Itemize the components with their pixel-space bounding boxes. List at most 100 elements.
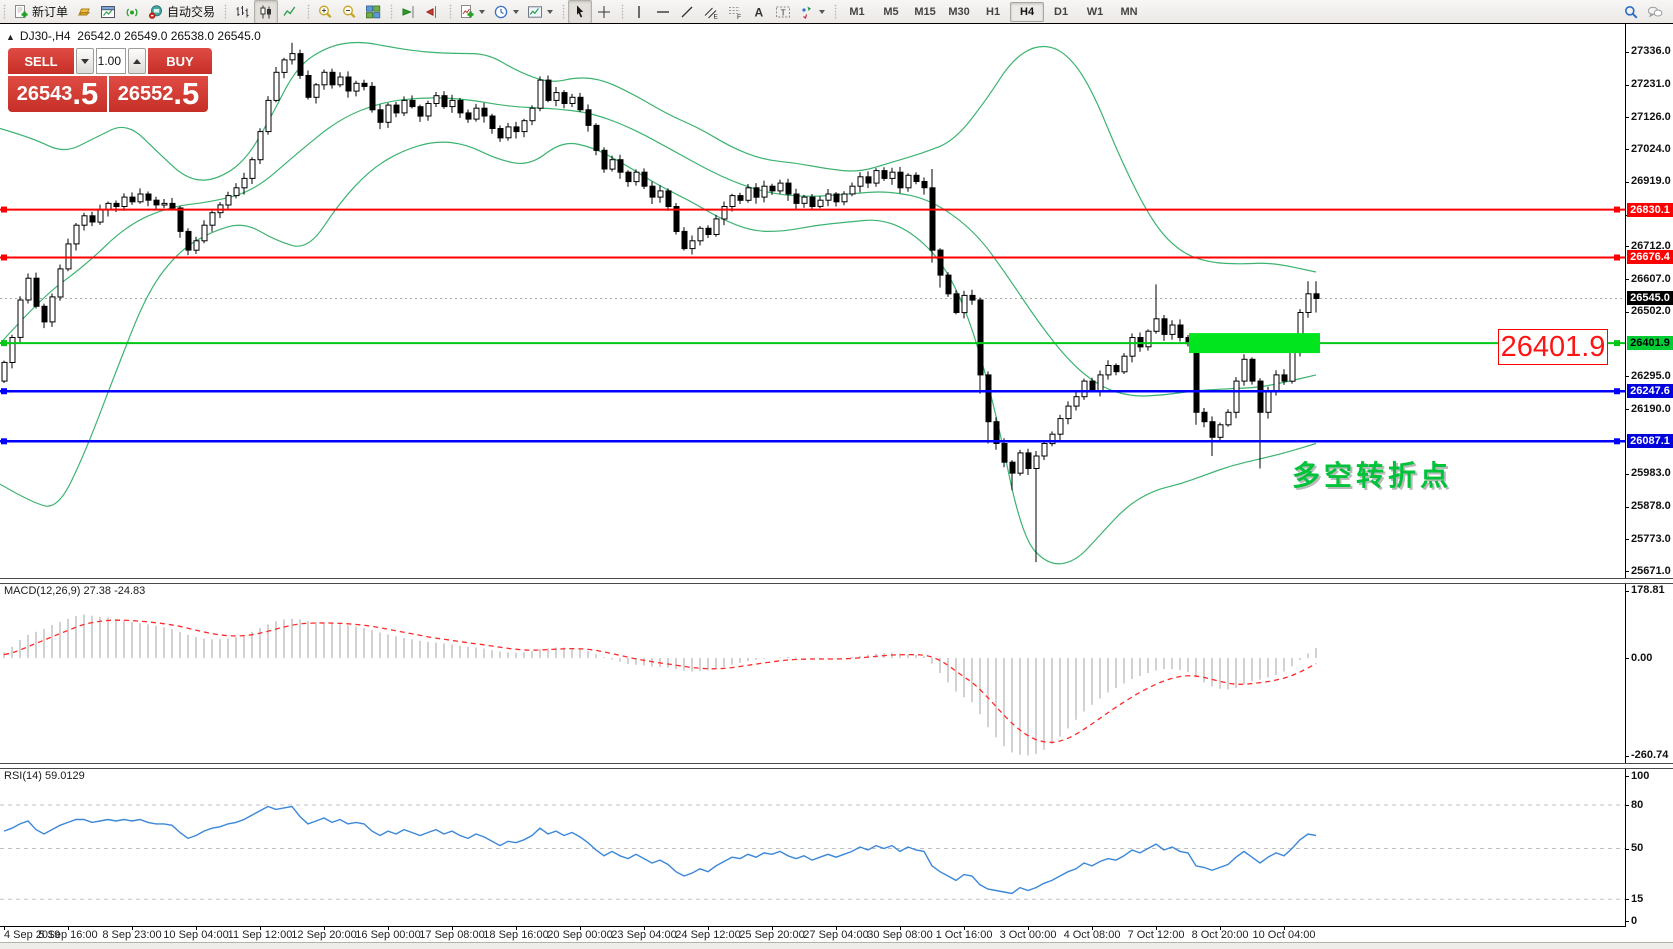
axis-tick: [1625, 899, 1629, 901]
price-annotation[interactable]: 26401.9: [1498, 329, 1608, 365]
panel-separator[interactable]: [0, 578, 1673, 584]
new-chart-button[interactable]: [96, 0, 120, 24]
timeframe-m5-button[interactable]: M5: [883, 5, 899, 18]
cursor-button[interactable]: [568, 0, 593, 24]
horizontal-lines: [0, 206, 1625, 445]
date-tick: [836, 926, 837, 930]
vline-icon: [638, 5, 640, 18]
timeframe-h4-button[interactable]: H4: [1010, 1, 1045, 22]
volume-input[interactable]: 1.00: [96, 48, 126, 74]
date-tick: [324, 926, 325, 930]
trendline-button[interactable]: [675, 0, 699, 24]
axis-tick: [1625, 181, 1629, 183]
timeframe-w1-button[interactable]: W1: [1086, 5, 1104, 18]
price-axis-label: 27024.0: [1631, 142, 1671, 155]
zoom-in-button[interactable]: [313, 0, 337, 24]
zoom-out-icon: [343, 5, 356, 18]
new-order-button-label: 新订单: [32, 5, 69, 19]
rsi-axis-label: 0: [1631, 914, 1638, 927]
fibonacci-button[interactable]: F: [723, 0, 747, 24]
price-axis-label: 27126.0: [1631, 110, 1671, 123]
date-tick: [1092, 926, 1093, 930]
timeframe-m15-button[interactable]: M15: [914, 5, 936, 18]
crosshair-icon: [598, 5, 611, 18]
date-tick: [1220, 926, 1221, 930]
autotrading-button[interactable]: 自动交易: [144, 0, 219, 24]
date-label: 16 Sep 00:00: [355, 929, 421, 941]
chat-button[interactable]: [1643, 0, 1667, 24]
date-tick: [1284, 926, 1285, 930]
price-axis-label: 25671.0: [1631, 564, 1671, 577]
text-button[interactable]: A: [747, 0, 771, 24]
note-annotation[interactable]: 多空转折点: [1292, 460, 1453, 491]
date-label: 30 Sep 08:00: [867, 929, 933, 941]
auto-scroll-button[interactable]: [396, 0, 420, 24]
date-tick: [708, 926, 709, 930]
highlight-box[interactable]: [1189, 333, 1320, 354]
date-tick: [132, 926, 133, 930]
date-tick: [964, 926, 965, 930]
collapse-panel-icon[interactable]: ▲: [6, 32, 15, 42]
tile-windows-button[interactable]: [361, 0, 385, 24]
macd-signal-line: [3, 619, 1317, 743]
price-badge-26247.6: 26247.6: [1627, 384, 1673, 399]
date-tick: [452, 926, 453, 930]
date-label: 17 Sep 08:00: [419, 929, 485, 941]
equidistant-channel-button[interactable]: E: [699, 0, 723, 24]
volume-increase-button[interactable]: [128, 48, 146, 74]
chart-window: ▲ DJ30-,H4 26542.0 26549.0 26538.0 26545.…: [0, 23, 1673, 942]
panel-separator[interactable]: [0, 763, 1673, 769]
symbols-button[interactable]: [72, 0, 96, 24]
templates-button[interactable]: [523, 0, 557, 24]
indicators-button[interactable]: [455, 0, 489, 24]
buy-button[interactable]: BUY: [148, 48, 212, 74]
arrows-button[interactable]: [795, 0, 829, 24]
crosshair-button[interactable]: [592, 0, 616, 24]
date-tick: [516, 926, 517, 930]
signals-button[interactable]: [120, 0, 144, 24]
bar-chart-button[interactable]: [230, 0, 254, 24]
macd-label: MACD(12,26,9) 27.38 -24.83: [4, 585, 146, 597]
timeframe-h1-button[interactable]: H1: [986, 5, 1001, 18]
text-label-button[interactable]: T: [771, 0, 795, 24]
sell-price[interactable]: 26543.5: [8, 76, 107, 112]
search-icon: [1625, 5, 1638, 19]
timeframe-mn-button[interactable]: MN: [1120, 5, 1138, 18]
chart-shift-button[interactable]: [420, 0, 444, 24]
horizontal-line-button[interactable]: [651, 0, 675, 24]
axis-tick: [1625, 311, 1629, 313]
zoom-out-button[interactable]: [337, 0, 361, 24]
date-label: 4 Oct 08:00: [1063, 929, 1121, 941]
chevron-down-icon: [547, 9, 554, 14]
svg-text:T: T: [781, 7, 786, 17]
timeframe-m1-button[interactable]: M1: [849, 5, 865, 18]
candles-icon: [260, 5, 272, 18]
sell-button[interactable]: SELL: [8, 48, 74, 74]
date-axis[interactable]: 4 Sep 2019 5 Sep 16:00 8 Sep 23:00 10 Sep 0…: [0, 926, 1673, 942]
trendline-icon: [681, 6, 693, 17]
search-button[interactable]: [1619, 0, 1643, 24]
rsi-label: RSI(14) 59.0129: [4, 770, 85, 782]
toolbar-group-cursor: [559, 0, 618, 24]
templates-icon: [528, 5, 543, 18]
buy-price[interactable]: 26552.5: [109, 76, 208, 112]
timeframe-d1-button[interactable]: D1: [1054, 5, 1069, 18]
date-label: 1 Oct 16:00: [935, 929, 993, 941]
periods-button[interactable]: [489, 0, 523, 24]
price-axis[interactable]: 27336.027231.027126.027024.026919.026814…: [1625, 24, 1673, 927]
axis-tick: [1625, 246, 1629, 248]
candlestick-chart-button[interactable]: [254, 0, 279, 24]
date-tick: [1028, 926, 1029, 930]
chart-title: ▲ DJ30-,H4 26542.0 26549.0 26538.0 26545.…: [6, 29, 261, 43]
date-label: 20 Sep 00:00: [547, 929, 613, 941]
new-order-button[interactable]: 新订单: [9, 0, 72, 24]
volume-decrease-button[interactable]: [76, 48, 94, 74]
chart-plot-area[interactable]: [0, 24, 1625, 926]
vertical-line-button[interactable]: [627, 0, 651, 24]
date-tick: [68, 926, 69, 930]
text-icon: A: [755, 5, 764, 19]
line-chart-button[interactable]: [278, 0, 302, 24]
timeframe-m30-button[interactable]: M30: [948, 5, 970, 18]
date-label: 7 Oct 12:00: [1127, 929, 1185, 941]
